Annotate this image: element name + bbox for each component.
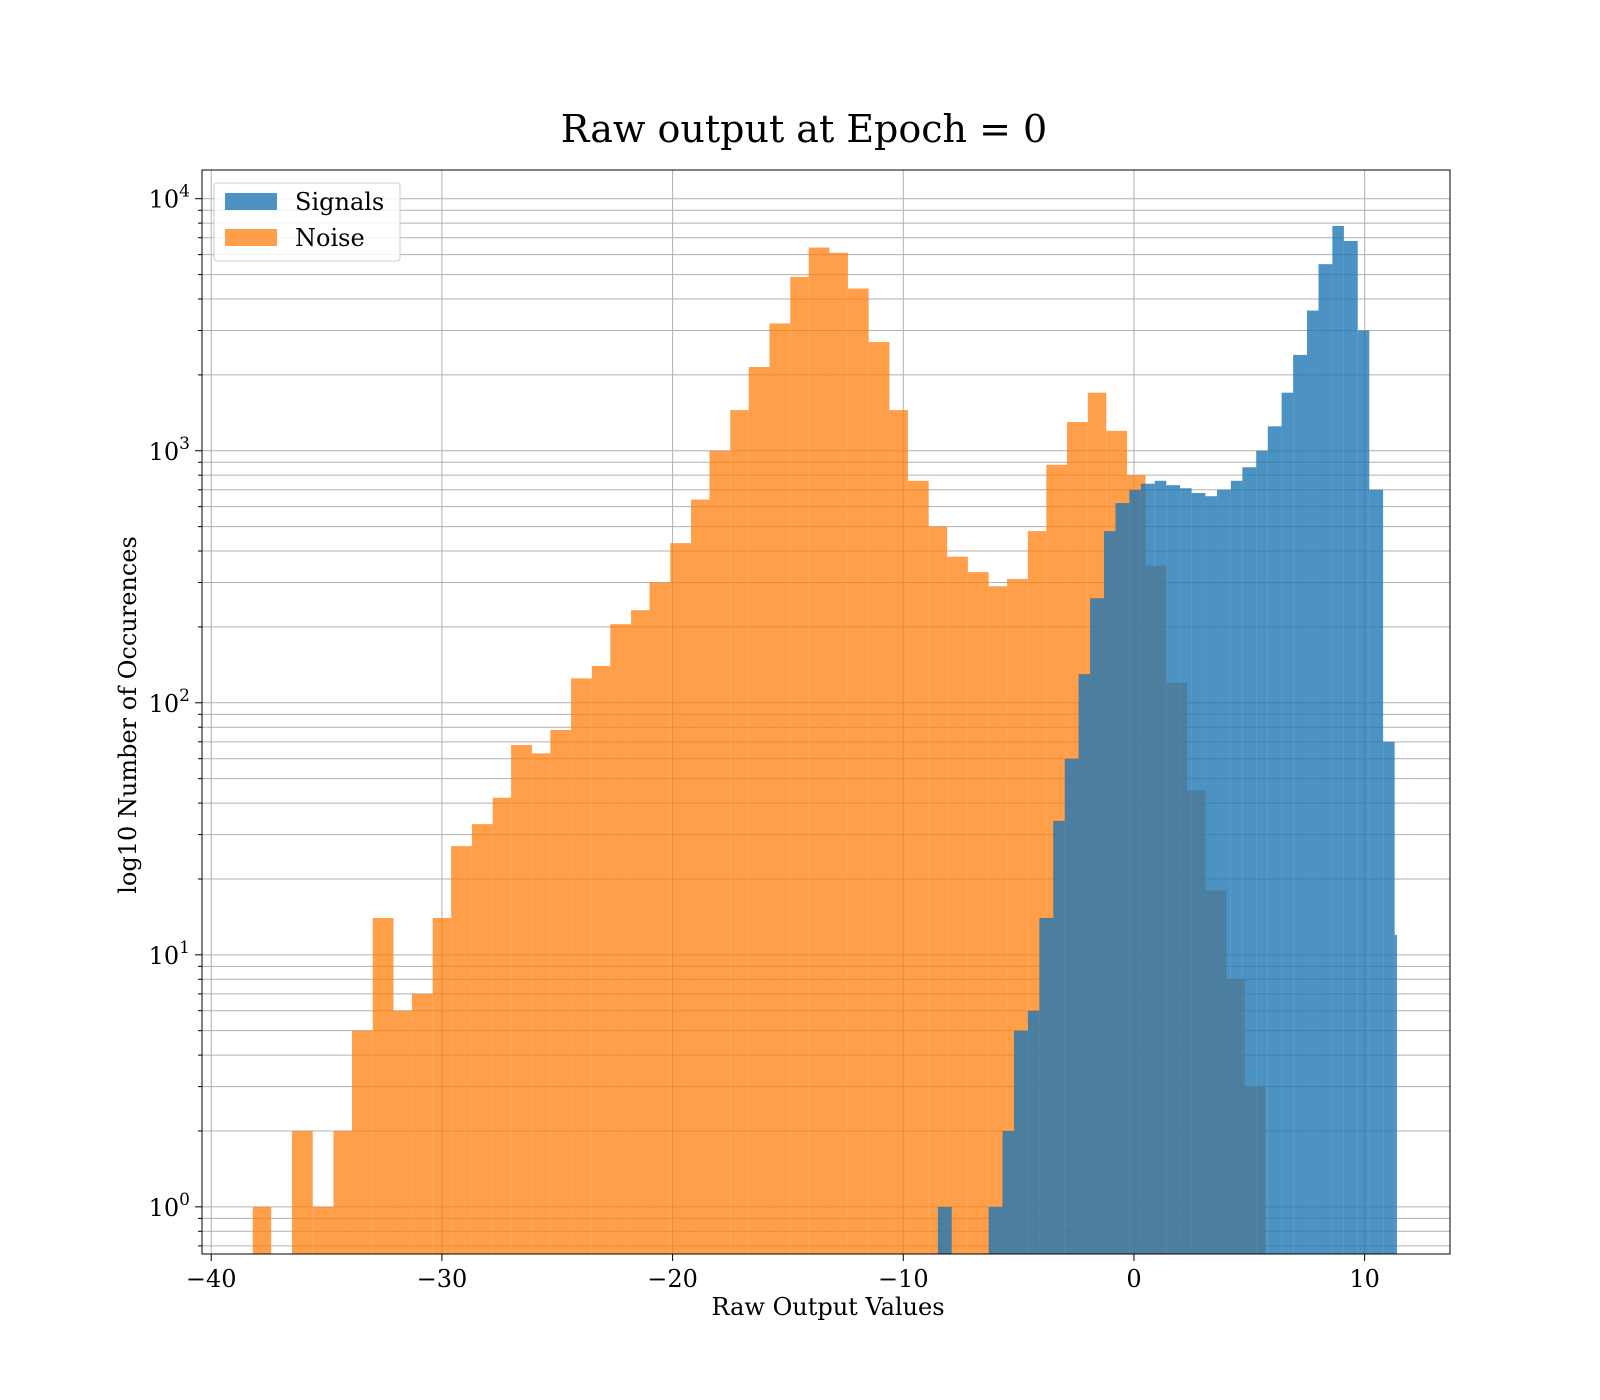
legend-swatch-noise (225, 229, 277, 246)
histogram-bar-signals (1154, 480, 1167, 1255)
histogram-bar-signals (1140, 483, 1155, 1254)
histogram-bar-noise (889, 410, 908, 1254)
x-tick-label: −30 (417, 1265, 468, 1293)
histogram-bars (252, 225, 1397, 1255)
histogram-bar-signals (1267, 426, 1282, 1254)
x-axis-ticks: −40 −30 −20 −10 0 10 (186, 1254, 1380, 1293)
histogram-bar-noise (471, 824, 493, 1254)
histogram-bar-noise (868, 342, 890, 1254)
histogram-bar-signals (988, 1206, 1003, 1254)
series-signals (937, 225, 1397, 1255)
y-tick-label: 102 (149, 686, 190, 718)
histogram-bar-noise (808, 247, 830, 1255)
histogram-bar-signals (1293, 354, 1307, 1254)
histogram-bar-signals (1343, 240, 1358, 1254)
x-tick-label: 10 (1349, 1265, 1380, 1293)
histogram-bar-noise (492, 797, 512, 1254)
histogram-bar-signals (1090, 598, 1104, 1254)
histogram-bar-noise (411, 993, 433, 1254)
x-tick-label: 0 (1126, 1265, 1141, 1293)
histogram-bar-signals (1383, 741, 1395, 1254)
histogram-bar-noise (829, 252, 848, 1254)
histogram-bar-noise (291, 1130, 313, 1254)
histogram-bar-noise (631, 610, 650, 1254)
histogram-bar-signals (1002, 1130, 1015, 1254)
histogram-bar-signals (1230, 480, 1243, 1255)
histogram-bar-signals (1332, 225, 1344, 1255)
x-axis-label: Raw Output Values (711, 1293, 944, 1321)
histogram-bar-noise (670, 543, 692, 1254)
histogram-bar-noise (649, 582, 671, 1254)
histogram-bar-signals (1078, 674, 1091, 1254)
histogram-bar-signals (1318, 264, 1333, 1254)
histogram-bar-noise (591, 665, 611, 1254)
histogram-bar-signals (1166, 485, 1181, 1254)
legend-label-signals: Signals (295, 188, 384, 216)
histogram-bar-noise (372, 917, 394, 1254)
axes-frame (201, 169, 1451, 1255)
y-tick-label: 101 (149, 938, 190, 970)
histogram-bar-signals (1039, 917, 1054, 1254)
histogram-bar-signals (1256, 450, 1268, 1254)
y-tick-label: 103 (149, 434, 190, 466)
histogram-bar-noise (550, 729, 572, 1254)
histogram-bar-signals (1357, 330, 1370, 1254)
histogram-bar-noise (947, 556, 968, 1254)
x-tick-label: −10 (878, 1265, 929, 1293)
histogram-bar-signals (1191, 492, 1206, 1254)
histogram-bar-noise (709, 450, 731, 1254)
histogram-bar-noise (790, 276, 809, 1254)
histogram-bar-noise (531, 753, 551, 1254)
plot-area (202, 170, 1450, 1255)
histogram-bar-signals (1064, 758, 1079, 1254)
histogram-bar-signals (1014, 1030, 1028, 1254)
x-tick-label: −40 (186, 1265, 237, 1293)
histogram-bar-noise (730, 410, 749, 1254)
histogram-bar-signals (1217, 489, 1231, 1255)
histogram-bar-noise (393, 1010, 412, 1254)
chart-title: Raw output at Epoch = 0 (561, 107, 1047, 151)
legend-swatch-signals (225, 193, 277, 210)
histogram-bar-noise (748, 366, 770, 1255)
y-axis-ticks: 100 101 102 103 104 (149, 182, 202, 1247)
histogram-bar-noise (691, 499, 710, 1254)
histogram-bar-signals (1281, 392, 1294, 1254)
histogram-bar-noise (333, 1130, 352, 1254)
y-tick-label: 104 (149, 182, 190, 214)
histogram-bar-signals (1180, 488, 1192, 1254)
histogram-bar-noise (571, 678, 592, 1254)
legend: Signals Noise (213, 182, 401, 262)
y-tick-label: 100 (149, 1190, 190, 1222)
histogram-bar-noise (988, 586, 1008, 1254)
histogram-bar-noise (928, 526, 948, 1254)
histogram-bar-signals (937, 1206, 952, 1254)
histogram-bar-signals (1027, 1010, 1040, 1254)
histogram-bar-noise (769, 323, 791, 1255)
x-tick-label: −20 (647, 1265, 698, 1293)
histogram-bar-noise (432, 917, 452, 1254)
histogram-bar-noise (610, 624, 632, 1254)
y-axis-label: log10 Number of Occurences (114, 536, 142, 894)
histogram-bar-noise (252, 1206, 272, 1254)
histogram-bar-signals (1103, 531, 1116, 1254)
histogram-bar-signals (1053, 820, 1065, 1254)
histogram-bar-signals (1306, 310, 1319, 1254)
histogram-bar-signals (1205, 496, 1218, 1254)
histogram-bar-noise (847, 288, 869, 1255)
histogram-bar-signals (1242, 467, 1257, 1254)
legend-label-noise: Noise (295, 224, 365, 252)
histogram-bar-signals (1115, 503, 1130, 1254)
histogram-bar-noise (312, 1206, 334, 1254)
histogram-bar-noise (511, 744, 532, 1254)
histogram-bar-noise (967, 572, 989, 1254)
histogram-bar-signals (1129, 489, 1141, 1255)
histogram-bar-noise (907, 480, 929, 1255)
histogram-bar-signals (1394, 934, 1397, 1254)
histogram-bar-noise (351, 1030, 373, 1254)
histogram-bar-noise (451, 846, 472, 1254)
histogram-bar-signals (1369, 489, 1384, 1255)
